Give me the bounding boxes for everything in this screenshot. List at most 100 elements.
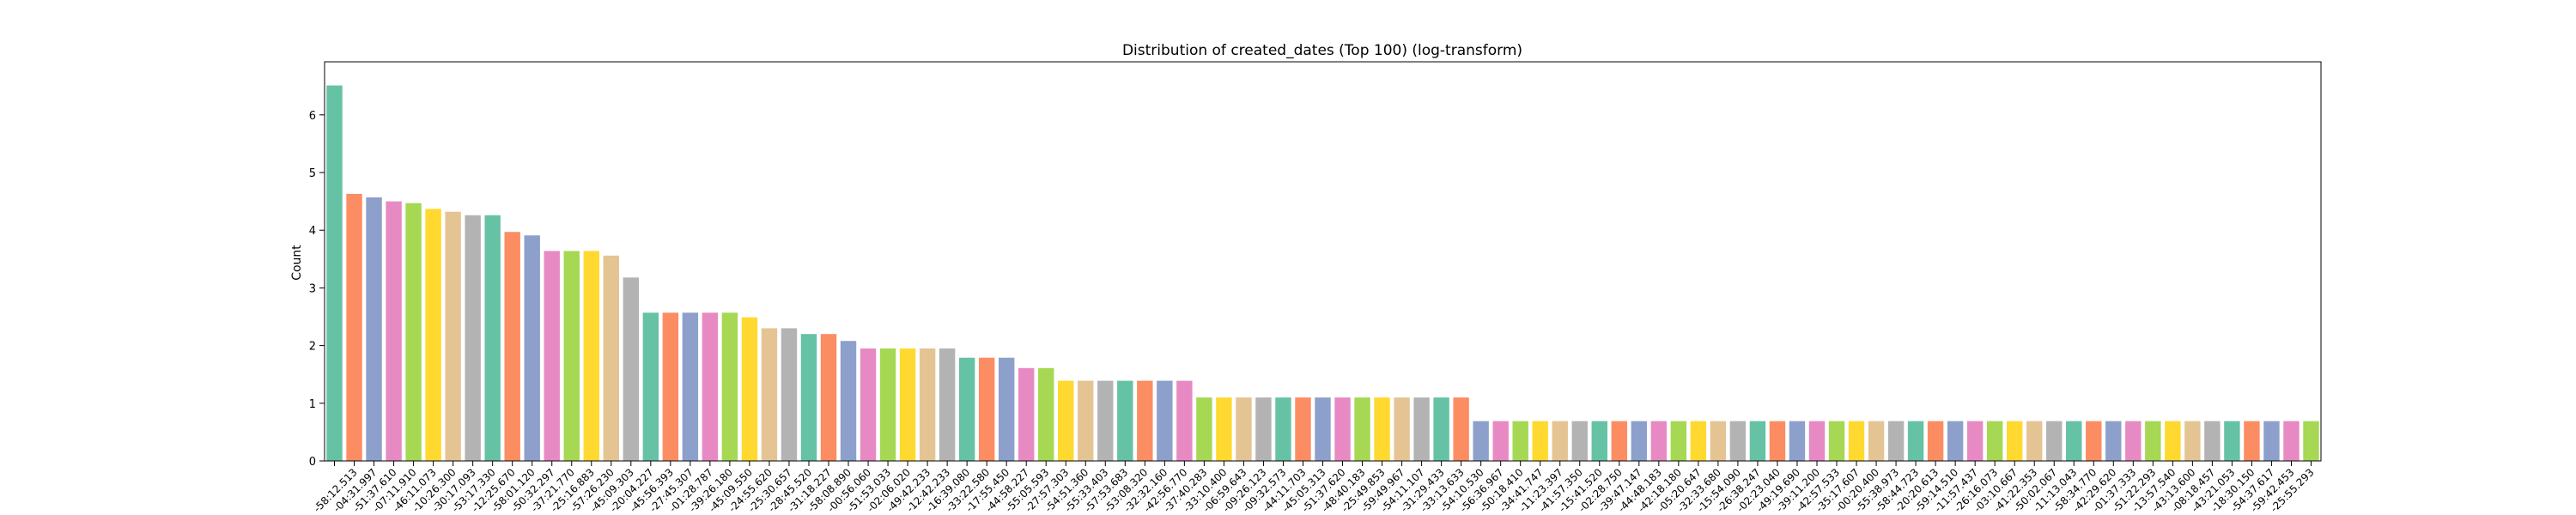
bar — [840, 341, 857, 461]
y-axis-label: Count — [290, 245, 304, 281]
bar — [2244, 421, 2260, 461]
bar — [1492, 421, 1509, 461]
bar — [386, 201, 402, 461]
bar — [2303, 421, 2319, 461]
bar — [1769, 421, 1786, 461]
bar — [603, 255, 619, 461]
bar — [2145, 421, 2161, 461]
bar — [1868, 421, 1885, 461]
bar — [1473, 421, 1489, 461]
bar — [879, 348, 896, 461]
bar — [563, 251, 580, 461]
bar — [2046, 421, 2063, 461]
bar — [1571, 421, 1588, 461]
bar — [2125, 421, 2142, 461]
bar — [2026, 421, 2043, 461]
bar — [958, 357, 975, 461]
bar — [662, 312, 679, 461]
bar — [1670, 421, 1687, 461]
bar — [1650, 421, 1668, 461]
bar — [1334, 397, 1351, 461]
bar — [2105, 421, 2122, 461]
bar — [978, 357, 995, 461]
bar — [623, 277, 640, 461]
bar — [1552, 421, 1568, 461]
plot-frame — [324, 61, 2322, 462]
bar — [465, 215, 481, 461]
bar — [1137, 380, 1153, 461]
bar — [1710, 421, 1727, 461]
bar — [1394, 397, 1410, 461]
bar — [2263, 421, 2280, 461]
bar — [1176, 380, 1193, 461]
bar — [583, 251, 599, 461]
bar — [1058, 380, 1074, 461]
bar — [445, 211, 461, 461]
bar — [1374, 397, 1390, 461]
bar — [1887, 421, 1905, 461]
bar — [1512, 421, 1528, 461]
y-tick-label: 6 — [309, 110, 316, 123]
bar — [544, 251, 560, 461]
bar — [998, 357, 1015, 461]
bar — [1078, 380, 1094, 461]
bar — [800, 334, 817, 461]
bar — [1986, 421, 2003, 461]
bar — [1117, 380, 1133, 461]
bar — [1097, 380, 1114, 461]
bar — [1848, 421, 1865, 461]
bar — [1255, 397, 1272, 461]
bar — [326, 85, 343, 462]
bar — [1018, 367, 1035, 461]
bar — [781, 328, 798, 461]
y-axis: 0 1 2 3 4 5 6 — [309, 110, 325, 469]
y-tick-label: 1 — [309, 398, 316, 411]
bar — [1966, 421, 1984, 461]
bar — [1789, 421, 1806, 461]
x-axis: -58:12.513-04:31.997-51:37.610-07:11.910… — [311, 461, 2317, 515]
bar — [346, 193, 362, 461]
bar — [2283, 421, 2300, 461]
bar — [1216, 397, 1232, 461]
bar — [721, 312, 738, 461]
bar — [2224, 421, 2240, 461]
bar — [2204, 421, 2221, 461]
bar — [741, 317, 758, 461]
bar — [1433, 397, 1449, 461]
y-tick-label: 3 — [309, 282, 316, 295]
bar — [2086, 421, 2102, 461]
bar — [761, 328, 778, 461]
bar — [1354, 397, 1370, 461]
y-tick-label: 0 — [309, 456, 316, 469]
bar — [682, 312, 699, 461]
bar — [2165, 421, 2181, 461]
bars-group — [326, 85, 2319, 462]
y-tick-label: 2 — [309, 341, 316, 354]
bar — [1927, 421, 1944, 461]
bar — [1729, 421, 1747, 461]
bar — [1611, 421, 1628, 461]
bar — [642, 312, 659, 461]
bar — [1591, 421, 1607, 461]
bar — [504, 232, 520, 461]
bar — [1295, 397, 1311, 461]
y-tick-label: 4 — [309, 225, 316, 238]
bar — [366, 197, 382, 461]
bar — [2066, 421, 2082, 461]
bar — [1038, 367, 1054, 461]
bar — [484, 215, 501, 461]
bar — [1631, 421, 1648, 461]
bar — [1828, 421, 1845, 461]
bar — [939, 348, 956, 461]
bar — [702, 312, 719, 461]
bar — [1907, 421, 1924, 461]
bar — [1236, 397, 1252, 461]
bar — [1453, 397, 1469, 461]
bar — [1532, 421, 1548, 461]
bar — [899, 348, 916, 461]
bar — [524, 235, 540, 461]
bar — [2184, 421, 2201, 461]
bar — [860, 348, 877, 461]
chart-title: Distribution of created_dates (Top 100) … — [1122, 42, 1522, 59]
